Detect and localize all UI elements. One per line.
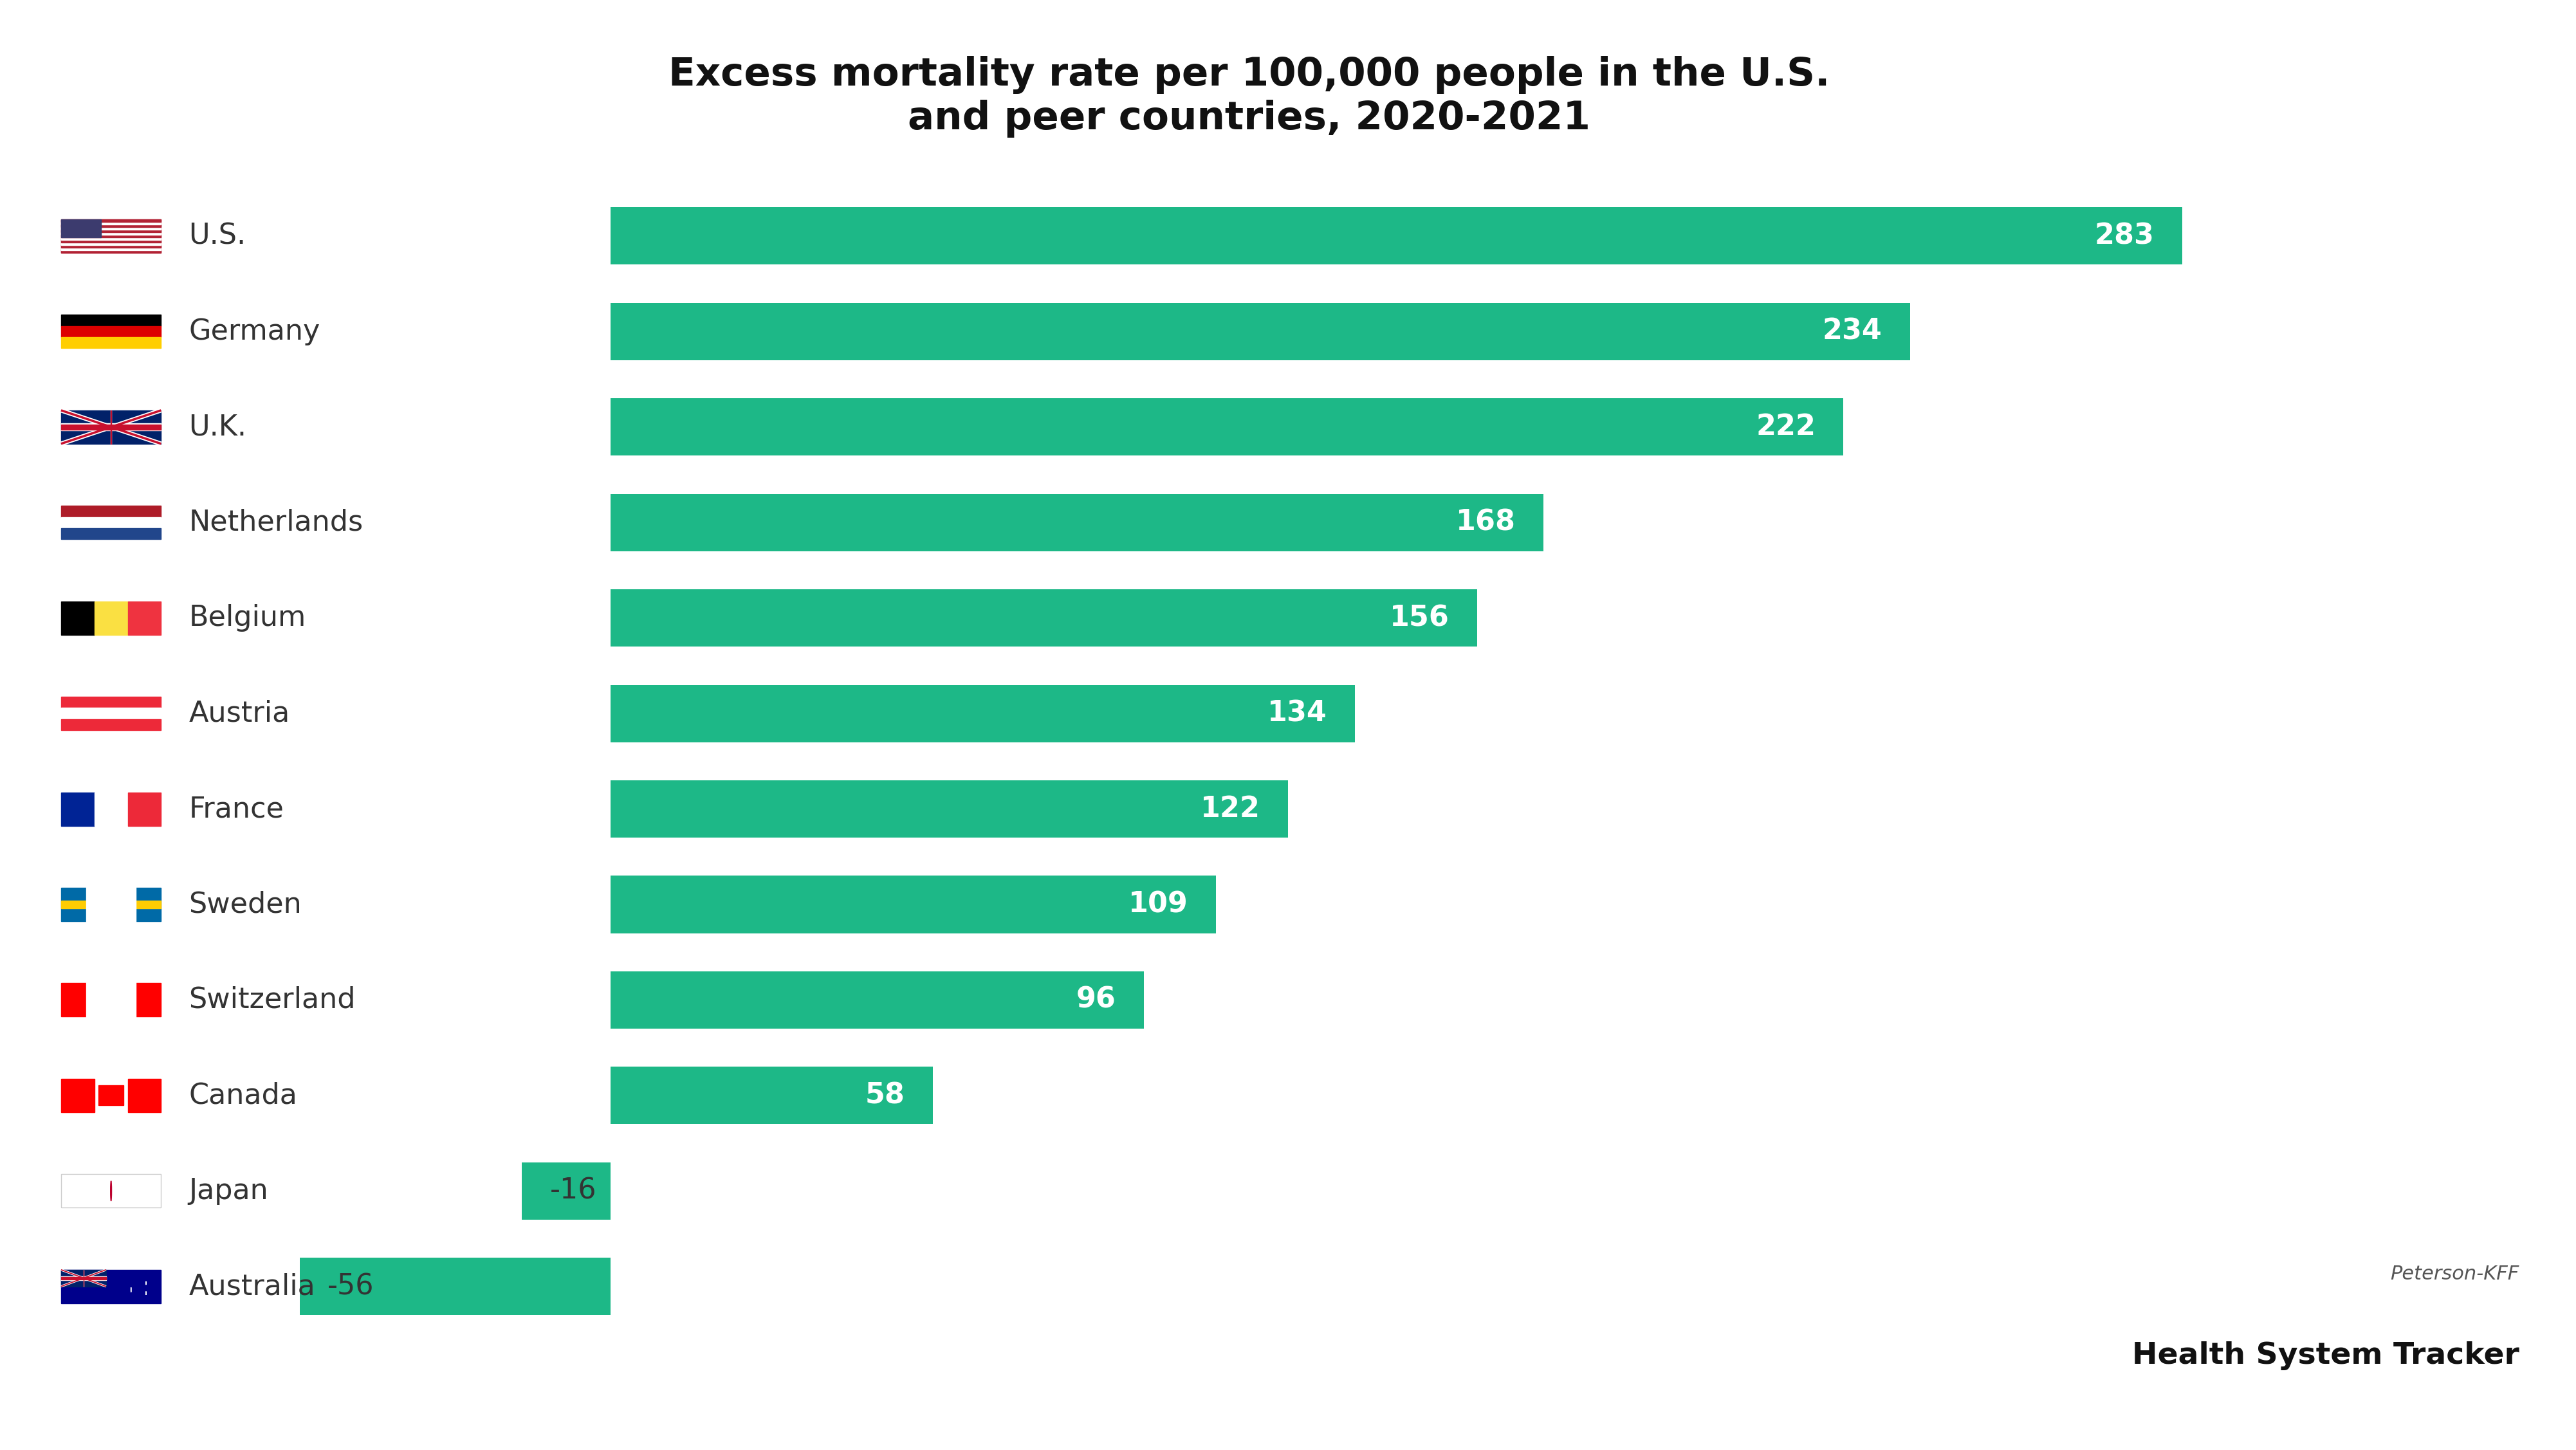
Text: 222: 222 (1757, 413, 1816, 441)
Bar (611, 494, 1543, 551)
Text: U.S.: U.S. (188, 222, 247, 249)
Bar (62, 1174, 162, 1208)
Bar (62, 251, 162, 252)
Bar (62, 1079, 162, 1112)
Bar (62, 242, 162, 245)
Bar (62, 232, 162, 235)
Bar (62, 1277, 106, 1279)
Title: Excess mortality rate per 100,000 people in the U.S.
and peer countries, 2020-20: Excess mortality rate per 100,000 people… (670, 57, 1829, 138)
Bar (62, 528, 162, 539)
Bar (62, 518, 162, 528)
Bar (62, 219, 100, 238)
Bar (62, 225, 162, 228)
Text: 168: 168 (1455, 509, 1515, 536)
Bar (62, 229, 162, 232)
Text: Japan: Japan (188, 1177, 268, 1205)
Bar (62, 1079, 95, 1112)
Bar (62, 326, 162, 338)
Text: Netherlands: Netherlands (188, 509, 363, 536)
Bar (90, 887, 106, 921)
Bar (62, 719, 162, 731)
Bar (62, 219, 162, 222)
Bar (62, 1270, 162, 1304)
Text: 58: 58 (866, 1082, 904, 1109)
Text: U.K.: U.K. (188, 413, 247, 441)
Bar (62, 228, 162, 229)
Bar (62, 235, 162, 238)
Text: Health System Tracker: Health System Tracker (2133, 1341, 2519, 1370)
Bar (62, 425, 162, 429)
Bar (611, 684, 1355, 742)
Bar (98, 1086, 124, 1105)
Bar (611, 399, 1844, 455)
Text: 96: 96 (1077, 986, 1115, 1014)
Bar (62, 1270, 106, 1286)
Bar (62, 239, 162, 242)
Bar (62, 887, 162, 921)
Bar (129, 1079, 162, 1112)
Text: Canada: Canada (188, 1082, 296, 1109)
Bar (611, 876, 1216, 934)
Text: Peterson-KFF: Peterson-KFF (2391, 1264, 2519, 1283)
Bar (611, 780, 1288, 838)
Bar (62, 410, 162, 444)
Text: Sweden: Sweden (188, 890, 301, 918)
Text: 109: 109 (1128, 890, 1188, 918)
Bar (129, 792, 162, 825)
Text: France: France (188, 795, 283, 822)
Bar (62, 238, 162, 239)
Text: 156: 156 (1388, 605, 1450, 632)
Bar (129, 602, 162, 635)
Bar (611, 207, 2182, 265)
Bar (611, 589, 1476, 647)
Text: 283: 283 (2094, 222, 2154, 249)
Bar (62, 315, 162, 326)
Bar (611, 1067, 933, 1124)
Text: 122: 122 (1200, 795, 1260, 822)
Bar (95, 602, 129, 635)
Bar (100, 992, 121, 1008)
Text: -16: -16 (549, 1177, 598, 1205)
Bar (611, 972, 1144, 1028)
Bar (62, 708, 162, 719)
Text: -56: -56 (327, 1273, 374, 1301)
Bar (611, 303, 1911, 360)
Bar (85, 828, 137, 1172)
Bar (299, 1257, 611, 1315)
Text: Belgium: Belgium (188, 605, 307, 632)
Bar (95, 792, 129, 825)
Bar (62, 219, 162, 252)
Text: Germany: Germany (188, 318, 319, 345)
Bar (62, 338, 162, 348)
Bar (62, 506, 162, 518)
Bar (62, 1174, 162, 1208)
Text: 234: 234 (1824, 318, 1883, 345)
Bar (62, 792, 95, 825)
Text: Australia: Australia (188, 1273, 314, 1301)
Bar (62, 1276, 106, 1280)
Bar (62, 423, 162, 431)
Text: Switzerland: Switzerland (188, 986, 355, 1014)
Bar (62, 983, 162, 1016)
Bar (62, 222, 162, 225)
Bar (523, 1163, 611, 1219)
Bar (62, 248, 162, 251)
Text: 134: 134 (1267, 700, 1327, 728)
Bar (62, 245, 162, 248)
Bar (62, 602, 95, 635)
Bar (62, 900, 162, 909)
Bar (62, 697, 162, 708)
Text: Austria: Austria (188, 700, 291, 728)
